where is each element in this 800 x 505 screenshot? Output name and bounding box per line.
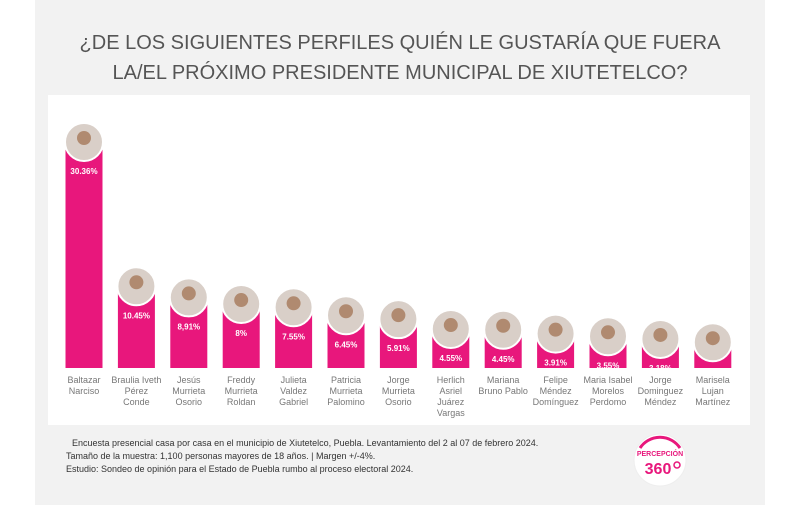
photo-face	[339, 304, 353, 319]
value-label: 3.91%	[544, 359, 567, 368]
footer-note: Estudio: Sondeo de opinión para el Estad…	[66, 464, 414, 474]
photo-face	[653, 327, 668, 342]
logo-brand: PERCEPCIÓN	[637, 449, 683, 458]
logo-arc	[638, 435, 682, 449]
value-label: 6.45%	[335, 340, 358, 349]
value-label: 10.45%	[123, 311, 150, 320]
value-label: 3.18%	[649, 364, 672, 373]
photo-face	[129, 275, 144, 290]
logo-badge	[633, 433, 687, 487]
logo-number: 360	[645, 461, 672, 478]
x-tick-label: Herlich Asriel Juárez Vargas	[436, 375, 465, 418]
photo-face	[548, 322, 563, 337]
value-label: 3.55%	[597, 361, 620, 370]
bar	[65, 148, 103, 368]
x-tick-label: Maria Isabel Morelos Perdomo	[583, 375, 633, 407]
plot-area	[48, 95, 750, 425]
x-tick-label: Jesús Murrieta Osorio	[172, 375, 206, 407]
x-tick-label: Julieta Valdez Gabriel	[279, 375, 309, 407]
photo-face	[77, 131, 91, 145]
value-label: 7.55%	[282, 332, 305, 341]
x-tick-label: Felipe Méndez Domínguez	[532, 375, 579, 407]
x-tick-label: Marisela Lujan Martínez	[695, 375, 731, 407]
photo-face	[496, 318, 511, 333]
x-tick-label: Jorge Murrieta Osorio	[381, 375, 415, 407]
photo-face	[443, 318, 458, 333]
value-label: 2.73%	[701, 367, 724, 376]
chart-title: ¿DE LOS SIGUIENTES PERFILES QUIÉN LE GUS…	[79, 32, 721, 84]
value-label: 8,91%	[177, 322, 200, 331]
value-label: 4.55%	[439, 354, 462, 363]
photo-face	[391, 308, 406, 323]
x-tick-label: Baltazar Narciso	[67, 375, 101, 396]
footer-note: Tamaño de la muestra: 1,100 personas may…	[66, 451, 376, 461]
x-tick-label: Freddy Murrieta Roldan	[224, 375, 258, 407]
x-tick-label: Mariana Bruno Pablo	[478, 375, 528, 396]
x-tick-label: Jorge Dominguez Méndez	[637, 375, 684, 407]
value-label: 4.45%	[492, 355, 515, 364]
x-tick-label: Braulia Iveth Pérez Conde	[111, 375, 162, 407]
x-tick-label: Patricia Murrieta Palomino	[327, 375, 365, 407]
value-label: 30.36%	[70, 167, 97, 176]
photo-face	[601, 325, 615, 340]
footer-note: Encuesta presencial casa por casa en el …	[72, 438, 539, 448]
photo-face	[181, 286, 196, 301]
value-label: 5.91%	[387, 344, 410, 353]
photo-face	[286, 296, 301, 311]
logo-degree	[673, 461, 681, 469]
value-label: 8%	[235, 329, 247, 338]
photo-face	[705, 331, 720, 346]
photo-face	[234, 293, 249, 308]
